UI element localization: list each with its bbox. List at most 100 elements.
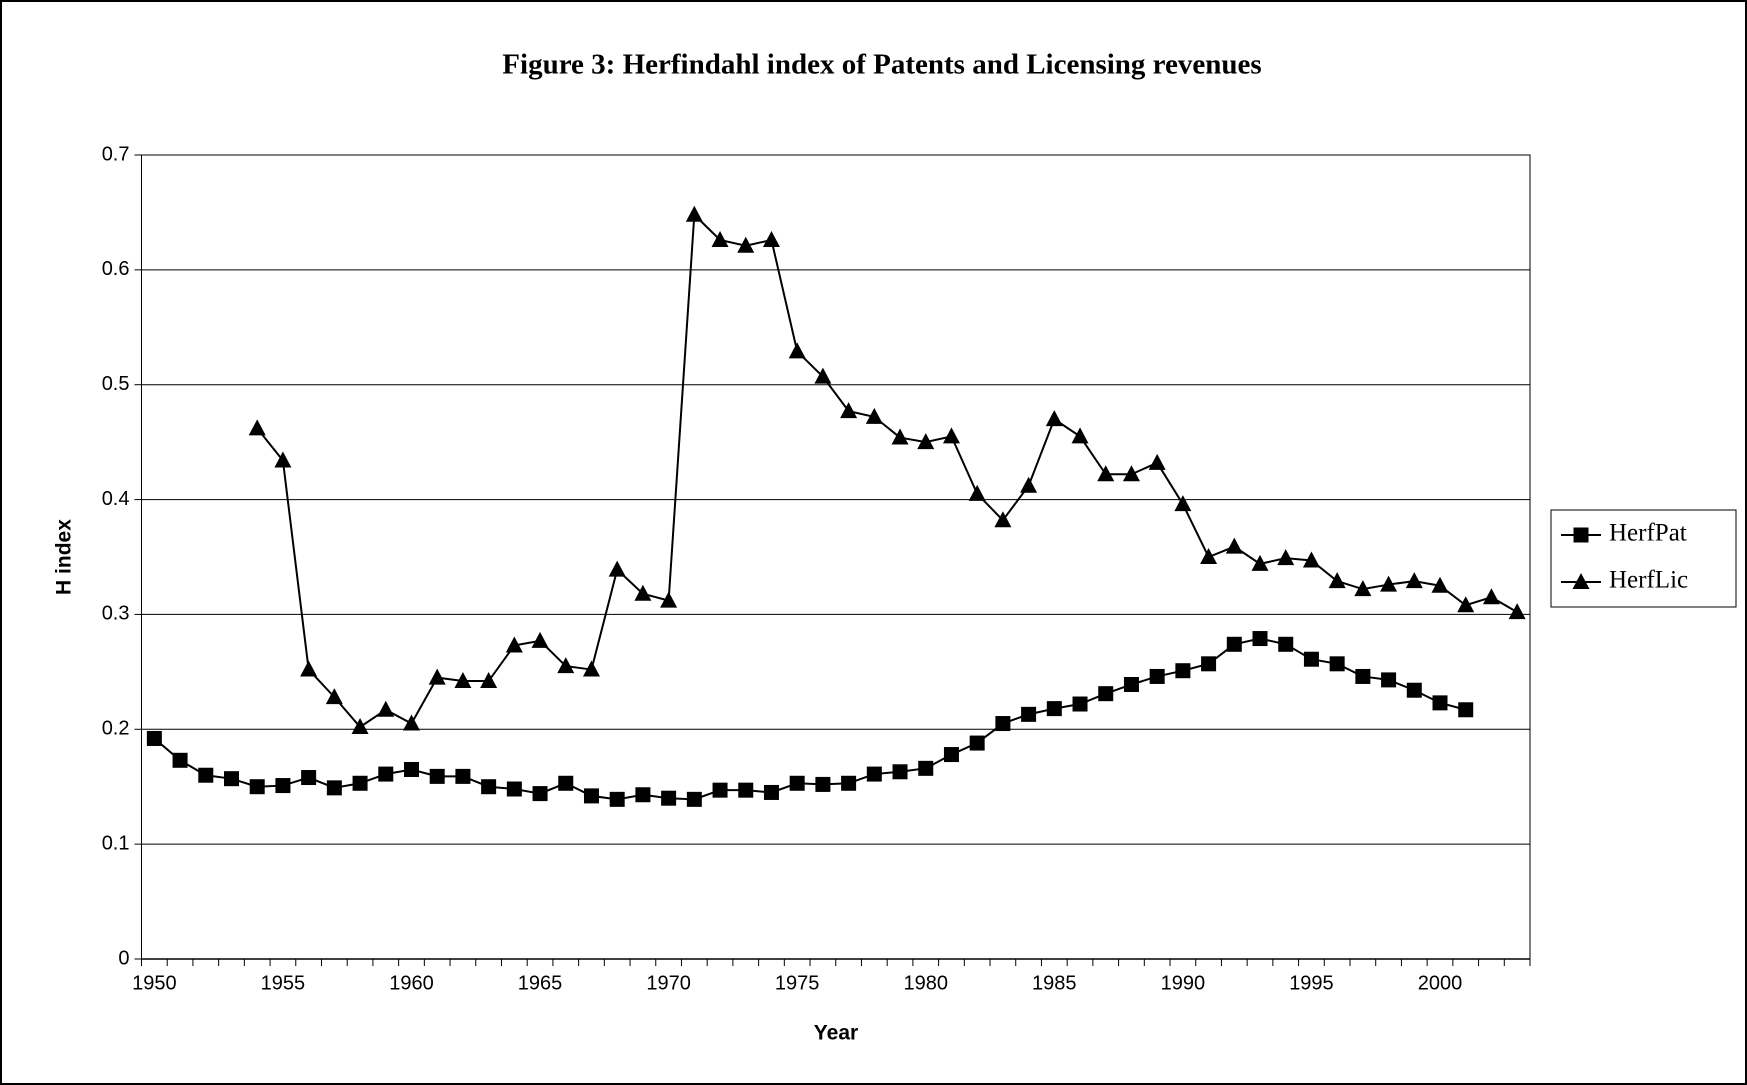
- point: [635, 787, 651, 803]
- point: [325, 688, 343, 705]
- point: [198, 767, 214, 783]
- point: [582, 660, 600, 677]
- y-tick-label: 0.1: [102, 832, 130, 854]
- point: [1071, 427, 1089, 444]
- point: [274, 451, 292, 468]
- point: [275, 778, 291, 794]
- point: [403, 761, 419, 777]
- point: [532, 786, 548, 802]
- point: [172, 752, 188, 768]
- y-axis-label: H index: [53, 519, 76, 595]
- point: [686, 791, 702, 807]
- legend-marker: [1573, 527, 1589, 543]
- point: [1457, 596, 1475, 613]
- point: [968, 484, 986, 501]
- point: [301, 770, 317, 786]
- chart-title: Figure 3: Herfindahl index of Patents an…: [502, 49, 1261, 81]
- point: [481, 779, 497, 795]
- point: [1200, 548, 1218, 564]
- point: [1123, 676, 1139, 692]
- point: [814, 367, 832, 384]
- series-line: [153, 637, 1466, 801]
- point: [1277, 549, 1295, 566]
- point: [505, 636, 523, 653]
- point: [609, 791, 625, 807]
- point: [1072, 696, 1088, 712]
- point: [943, 747, 959, 763]
- point: [841, 775, 857, 791]
- point: [557, 657, 575, 674]
- point: [429, 768, 445, 784]
- point: [865, 407, 883, 424]
- point: [788, 342, 806, 359]
- x-tick-label: 2000: [1418, 972, 1463, 994]
- x-tick-label: 1960: [389, 972, 434, 994]
- point: [402, 714, 420, 731]
- point: [1148, 453, 1166, 470]
- legend-label: HerfLic: [1609, 567, 1688, 594]
- point: [326, 780, 342, 796]
- point: [378, 766, 394, 782]
- legend-marker: [1572, 573, 1590, 589]
- x-tick-label: 1995: [1289, 972, 1334, 994]
- x-tick-label: 1970: [646, 972, 691, 994]
- point: [223, 771, 239, 787]
- x-tick-label: 1990: [1161, 972, 1206, 994]
- point: [995, 716, 1011, 732]
- point: [1508, 603, 1526, 620]
- y-tick-label: 0.4: [102, 488, 130, 510]
- point: [1278, 636, 1294, 652]
- point: [891, 428, 909, 445]
- point: [789, 775, 805, 791]
- point: [1045, 410, 1063, 427]
- point: [352, 775, 368, 791]
- point: [455, 768, 471, 784]
- point: [1380, 575, 1398, 592]
- point: [608, 560, 626, 577]
- point: [892, 764, 908, 780]
- point: [866, 766, 882, 782]
- point: [558, 775, 574, 791]
- point: [454, 672, 472, 689]
- point: [480, 672, 498, 689]
- point: [1458, 702, 1474, 718]
- y-tick-label: 0: [118, 947, 129, 969]
- point: [1174, 495, 1192, 512]
- point: [840, 402, 858, 419]
- point: [815, 776, 831, 792]
- point: [248, 419, 266, 436]
- point: [1302, 551, 1320, 568]
- point: [1021, 706, 1037, 722]
- point: [377, 700, 395, 717]
- point: [583, 788, 599, 804]
- point: [1303, 651, 1319, 667]
- point: [428, 668, 446, 685]
- point: [1252, 631, 1268, 647]
- point: [763, 784, 779, 800]
- y-tick-label: 0.6: [102, 258, 130, 280]
- y-tick-label: 0.7: [102, 143, 130, 165]
- point: [249, 779, 265, 795]
- legend-label: HerfPat: [1609, 520, 1687, 547]
- legend-box: [1550, 509, 1737, 608]
- point: [661, 790, 677, 806]
- point: [506, 781, 522, 797]
- point: [685, 205, 703, 222]
- point: [1432, 695, 1448, 711]
- point: [1406, 682, 1422, 698]
- point: [531, 631, 549, 648]
- point: [942, 427, 960, 444]
- x-tick-label: 1950: [132, 972, 177, 994]
- y-tick-label: 0.3: [102, 603, 130, 625]
- x-tick-label: 1965: [518, 972, 563, 994]
- x-tick-label: 1980: [903, 972, 948, 994]
- point: [969, 735, 985, 751]
- point: [1329, 656, 1345, 672]
- point: [351, 717, 369, 734]
- point: [1098, 686, 1114, 702]
- point: [660, 591, 678, 608]
- point: [1354, 580, 1372, 597]
- point: [634, 584, 652, 601]
